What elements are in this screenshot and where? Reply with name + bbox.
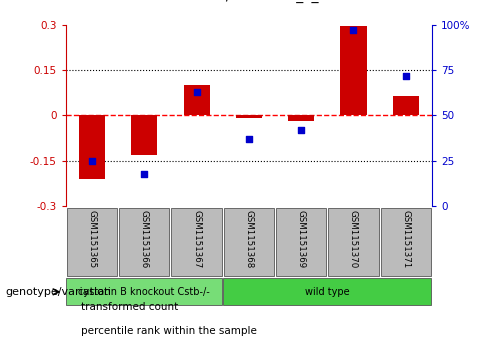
Text: transformed count: transformed count [81, 302, 179, 313]
Point [88, 158, 96, 164]
Bar [119, 208, 169, 276]
Text: GSM1151369: GSM1151369 [297, 211, 305, 269]
Text: GSM1151370: GSM1151370 [349, 211, 358, 269]
Bar [236, 115, 262, 118]
Point [193, 89, 201, 95]
Text: cystatin B knockout Cstb-/-: cystatin B knockout Cstb-/- [79, 287, 210, 297]
Point [349, 27, 357, 33]
Bar [328, 208, 379, 276]
Bar [341, 26, 366, 115]
Bar [224, 208, 274, 276]
Text: wild type: wild type [305, 287, 349, 297]
Text: GDS5091 / 1457435_x_at: GDS5091 / 1457435_x_at [156, 0, 332, 3]
Bar [381, 208, 431, 276]
Text: GSM1151366: GSM1151366 [140, 211, 149, 269]
Bar [276, 208, 326, 276]
Bar [183, 85, 210, 115]
Bar [131, 115, 158, 155]
Point [245, 136, 253, 142]
Bar [66, 278, 222, 305]
Bar [79, 115, 105, 179]
Bar [393, 96, 419, 115]
Text: GSM1151365: GSM1151365 [87, 211, 97, 269]
Point [141, 171, 148, 176]
Text: GSM1151371: GSM1151371 [401, 211, 410, 269]
Text: GSM1151368: GSM1151368 [244, 211, 253, 269]
Point [297, 127, 305, 133]
Bar [288, 115, 314, 122]
Bar [171, 208, 222, 276]
Point [402, 73, 409, 78]
Text: percentile rank within the sample: percentile rank within the sample [81, 326, 257, 336]
Text: GSM1151367: GSM1151367 [192, 211, 201, 269]
Bar [224, 278, 431, 305]
Text: genotype/variation: genotype/variation [5, 287, 111, 297]
Bar [67, 208, 117, 276]
